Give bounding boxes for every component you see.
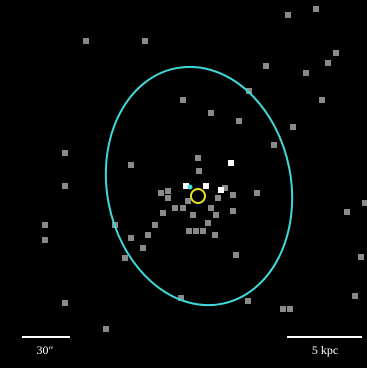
angular-scale-label: 30″	[37, 343, 54, 357]
center-marker	[188, 185, 193, 190]
gray-pixel	[319, 97, 325, 103]
gray-pixel	[62, 300, 68, 306]
gray-pixel	[290, 124, 296, 130]
gray-pixel	[205, 220, 211, 226]
gray-pixel	[83, 38, 89, 44]
gray-pixel	[165, 188, 171, 194]
gray-pixel	[208, 205, 214, 211]
gray-pixel	[215, 195, 221, 201]
gray-pixel	[313, 6, 319, 12]
gray-pixel	[358, 254, 364, 260]
gray-pixel	[212, 232, 218, 238]
gray-pixel	[325, 60, 331, 66]
gray-pixel	[158, 190, 164, 196]
gray-pixel	[160, 210, 166, 216]
gray-pixel	[271, 142, 277, 148]
image: 30″ 5 kpc	[0, 0, 367, 368]
gray-pixel	[128, 162, 134, 168]
gray-pixel	[233, 252, 239, 258]
bright-pixel	[218, 187, 224, 193]
gray-pixel	[128, 235, 134, 241]
gray-pixel	[280, 306, 286, 312]
gray-pixel	[42, 222, 48, 228]
gray-pixel	[344, 209, 350, 215]
gray-pixel	[245, 298, 251, 304]
gray-pixel	[285, 12, 291, 18]
gray-pixel	[230, 192, 236, 198]
gray-pixel	[145, 232, 151, 238]
gray-pixel	[362, 200, 367, 206]
bright-pixel	[203, 183, 209, 189]
gray-pixel	[213, 212, 219, 218]
gray-pixel	[172, 205, 178, 211]
gray-pixel	[200, 228, 206, 234]
gray-pixel	[254, 190, 260, 196]
gray-pixel	[152, 222, 158, 228]
gray-pixel	[62, 150, 68, 156]
gray-pixel	[195, 155, 201, 161]
gray-pixel	[208, 110, 214, 116]
gray-pixel	[263, 63, 269, 69]
gray-pixel	[230, 208, 236, 214]
gray-pixel	[193, 228, 199, 234]
gray-pixel	[122, 255, 128, 261]
gray-pixel	[303, 70, 309, 76]
gray-pixel	[180, 97, 186, 103]
gray-pixel	[185, 198, 191, 204]
gray-pixel	[62, 183, 68, 189]
physical-scale-label: 5 kpc	[312, 343, 338, 357]
gray-pixel	[333, 50, 339, 56]
bright-pixel	[228, 160, 234, 166]
gray-pixel	[42, 237, 48, 243]
gray-pixel	[103, 326, 109, 332]
gray-pixel	[196, 168, 202, 174]
gray-pixel	[140, 245, 146, 251]
gray-pixel	[236, 118, 242, 124]
gray-pixel	[190, 212, 196, 218]
gray-pixel	[165, 195, 171, 201]
gray-pixel	[180, 205, 186, 211]
gray-pixel	[186, 228, 192, 234]
gray-pixel	[142, 38, 148, 44]
gray-pixel	[352, 293, 358, 299]
gray-pixel	[287, 306, 293, 312]
